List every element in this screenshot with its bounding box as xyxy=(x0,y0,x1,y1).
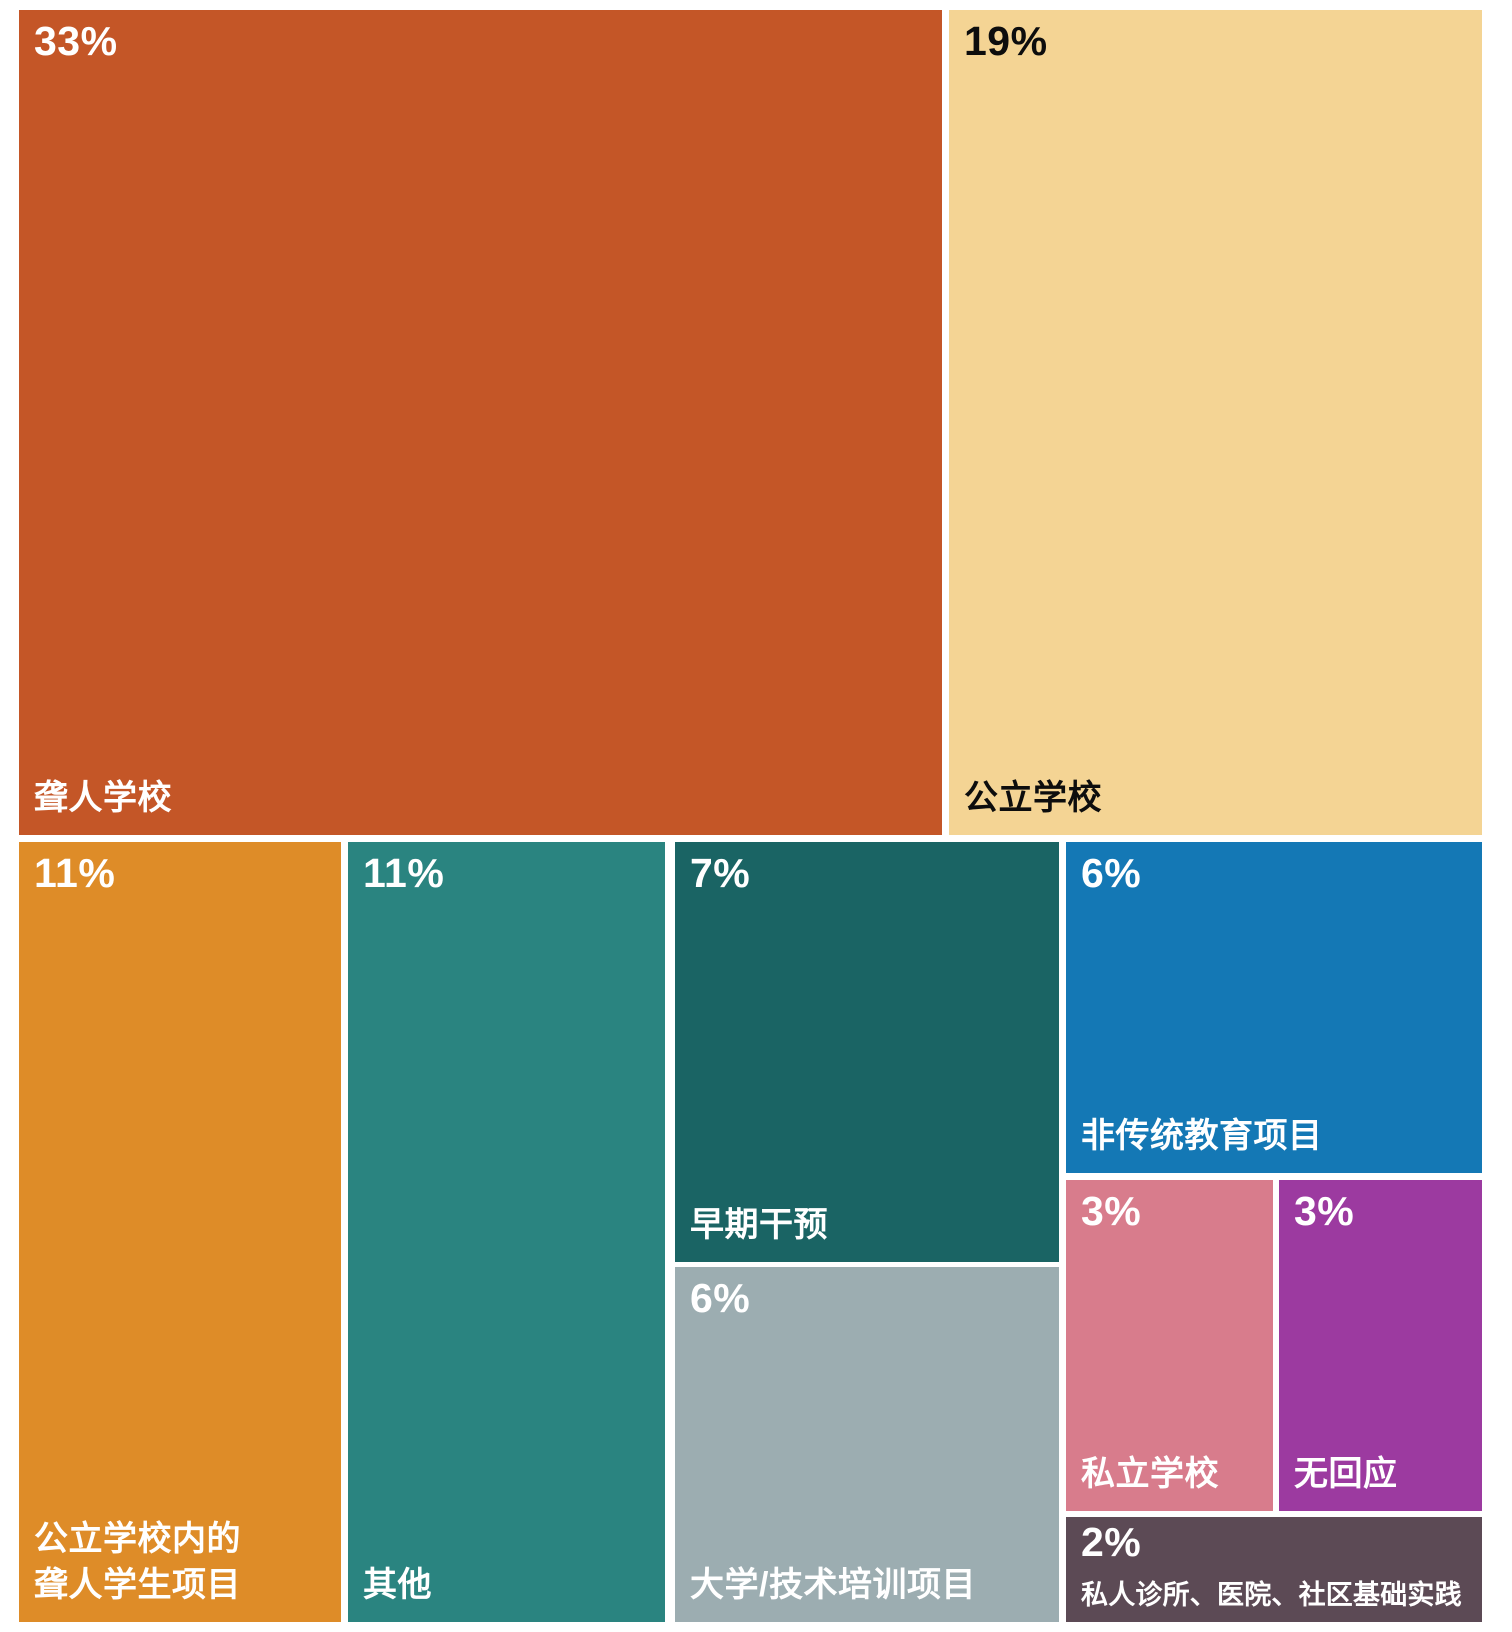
tile-category-label: 非传统教育项目 xyxy=(1081,1117,1323,1156)
tile-value-label: 3% xyxy=(1294,1188,1355,1234)
treemap-tile-5: 7% 早期干预 xyxy=(675,842,1059,1262)
treemap-tile-10: 2% 私人诊所、医院、社区基础实践 xyxy=(1066,1517,1482,1622)
tile-value-label: 2% xyxy=(1081,1519,1142,1565)
treemap-tile-7: 6% 大学/技术培训项目 xyxy=(675,1267,1059,1622)
treemap-tile-9: 3% 无回应 xyxy=(1279,1180,1482,1511)
tile-category-label: 公立学校内的 聋人学生项目 xyxy=(34,1520,241,1605)
tile-category-label: 无回应 xyxy=(1294,1455,1398,1494)
tile-value-label: 11% xyxy=(363,850,445,896)
tile-category-label: 早期干预 xyxy=(690,1206,828,1245)
tile-category-label: 私人诊所、医院、社区基础实践 xyxy=(1081,1579,1462,1610)
tile-value-label: 3% xyxy=(1081,1188,1142,1234)
tile-category-label: 私立学校 xyxy=(1081,1455,1219,1494)
treemap-tile-8: 3% 私立学校 xyxy=(1066,1180,1273,1511)
tile-value-label: 7% xyxy=(690,850,751,896)
tile-value-label: 6% xyxy=(690,1275,751,1321)
tile-value-label: 19% xyxy=(964,18,1048,64)
treemap-tile-4: 11% 其他 xyxy=(348,842,665,1622)
tile-value-label: 6% xyxy=(1081,850,1142,896)
treemap-tile-1: 33% 聋人学校 xyxy=(19,10,942,835)
tile-category-label: 大学/技术培训项目 xyxy=(690,1566,976,1605)
tile-value-label: 11% xyxy=(34,850,116,896)
treemap-tile-3: 11% 公立学校内的 聋人学生项目 xyxy=(19,842,341,1622)
tile-category-label: 聋人学校 xyxy=(34,779,172,818)
tile-value-label: 33% xyxy=(34,18,118,64)
tile-category-label: 公立学校 xyxy=(964,779,1102,818)
tile-category-label: 其他 xyxy=(363,1566,432,1605)
treemap-tile-6: 6% 非传统教育项目 xyxy=(1066,842,1482,1173)
treemap-tile-2: 19% 公立学校 xyxy=(949,10,1482,835)
